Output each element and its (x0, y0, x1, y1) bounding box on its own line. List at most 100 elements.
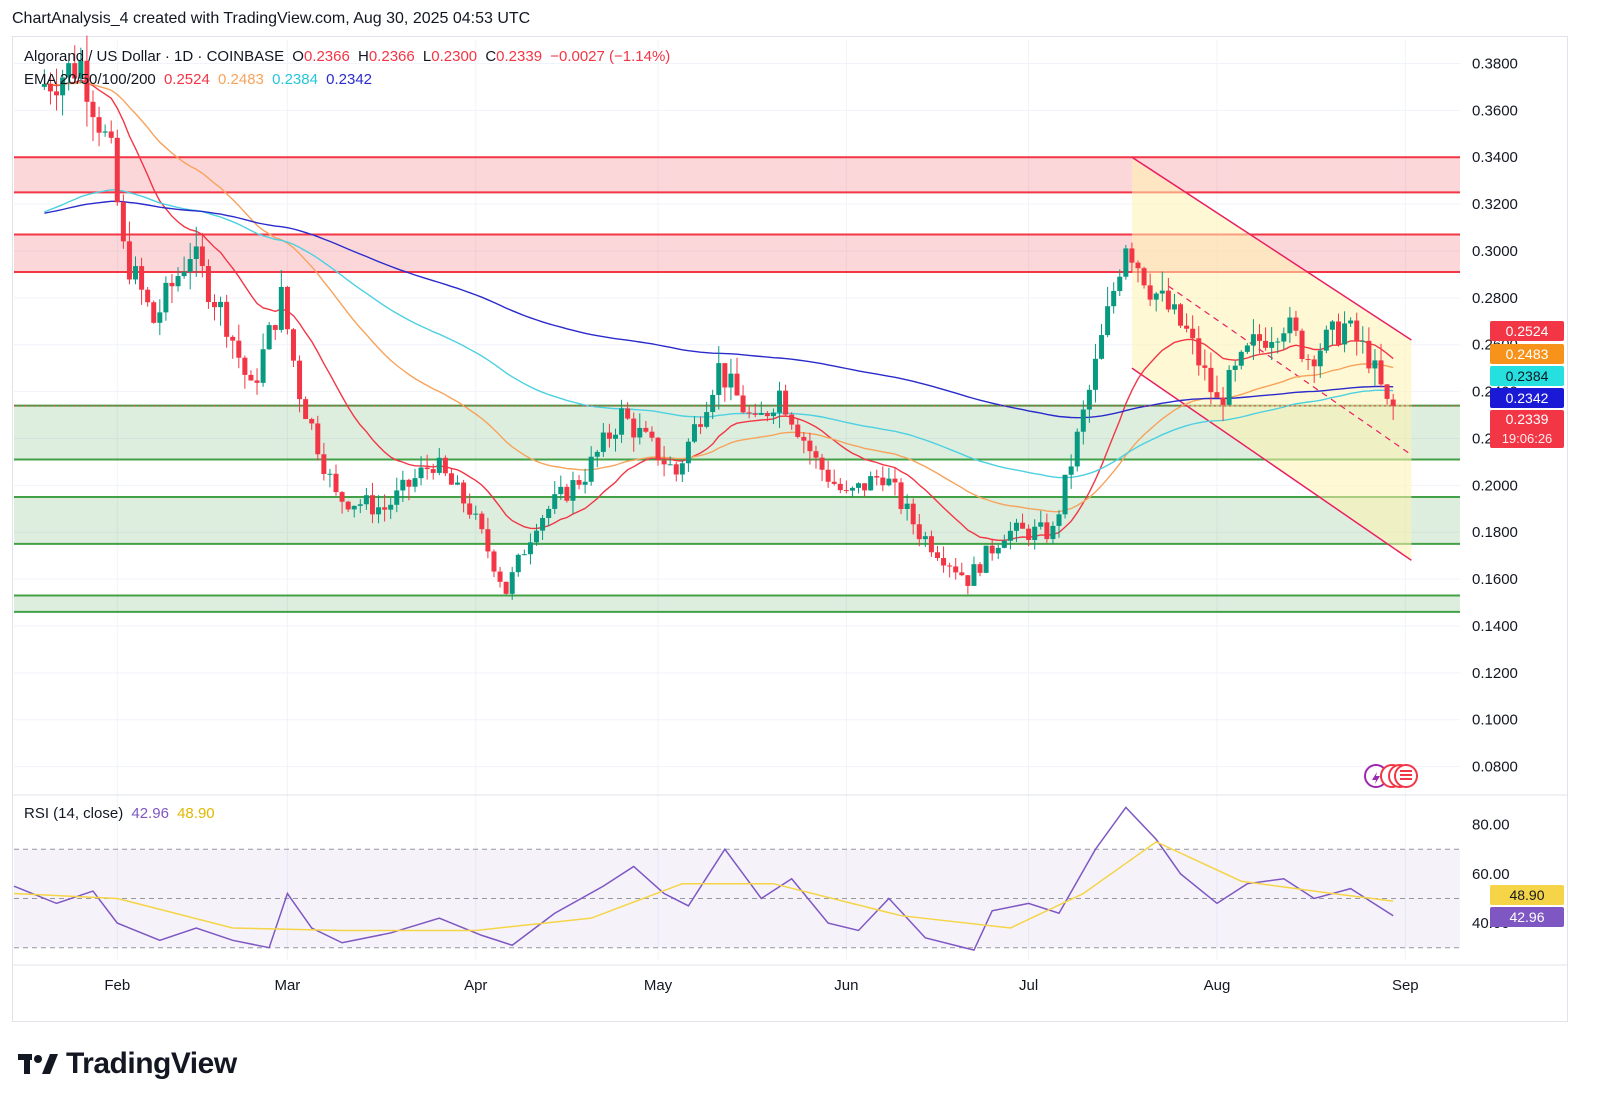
candle-body (934, 552, 940, 559)
candle-body (254, 380, 260, 383)
close-value: 0.2339 (496, 48, 543, 65)
candle-body (625, 408, 631, 419)
candle-body (1026, 528, 1032, 540)
ema-legend[interactable]: EMA 20/50/100/200 0.2524 0.2483 0.2384 0… (24, 71, 376, 88)
candle-body (770, 412, 776, 417)
time-tick-label: Jul (1019, 977, 1038, 994)
candle-body (661, 460, 667, 465)
candle-body (230, 336, 236, 341)
candle-body (734, 373, 740, 396)
candle-body (394, 490, 400, 505)
price-tick-label: 0.3600 (1472, 102, 1518, 119)
candle-body (290, 329, 296, 361)
candle-body (558, 486, 564, 495)
candle-body (1105, 306, 1111, 336)
candle-body (612, 434, 618, 439)
candle-body (953, 566, 959, 573)
candle-body (187, 259, 193, 272)
price-tick-label: 0.3800 (1472, 55, 1518, 72)
candle-body (1220, 397, 1226, 405)
candle-body (1214, 392, 1220, 398)
candle-body (928, 536, 934, 553)
candle-body (351, 505, 357, 510)
candle-body (1293, 317, 1299, 331)
ema-label: EMA 20/50/100/200 (24, 71, 156, 88)
candle-body (1159, 290, 1165, 294)
channel-mid-line (1168, 285, 1412, 456)
rsi-legend[interactable]: RSI (14, close) 42.96 48.90 (24, 805, 219, 822)
rsi-badge: 42.96 (1490, 907, 1564, 927)
candle-body (783, 390, 789, 415)
economic-events-icon[interactable] (1362, 762, 1420, 790)
candle-body (831, 481, 837, 484)
candle-body (746, 412, 752, 414)
rsi-ma-value: 48.90 (177, 805, 215, 822)
candle-body (673, 464, 679, 475)
ema50-value: 0.2483 (218, 71, 264, 88)
candle-body (995, 547, 1001, 554)
ema200-value: 0.2342 (326, 71, 373, 88)
candle-body (461, 482, 467, 504)
candle-body (151, 302, 157, 323)
tradingview-logo-icon (18, 1054, 58, 1074)
candle-body (698, 424, 704, 427)
candle-body (497, 571, 503, 582)
ema100-value: 0.2384 (272, 71, 318, 88)
low-value: 0.2300 (431, 48, 478, 65)
candle-body (1044, 522, 1050, 540)
chart-frame (12, 36, 1568, 1022)
candle-body (436, 457, 442, 473)
price-tick-label: 0.1200 (1472, 665, 1518, 682)
candle-body (752, 413, 758, 415)
symbol-name[interactable]: Algorand / US Dollar · 1D · COINBASE (24, 48, 285, 65)
candle-body (582, 481, 588, 485)
candle-body (224, 301, 230, 337)
candle-body (47, 83, 53, 92)
tradingview-logo[interactable]: TradingView (18, 1047, 237, 1081)
candle-body (54, 91, 60, 96)
candle-body (710, 394, 716, 413)
author-line: ChartAnalysis_4 created with TradingView… (12, 10, 531, 27)
candle-body (1366, 340, 1372, 369)
candle-body (114, 137, 120, 203)
candle-body (540, 518, 546, 531)
candle-body (175, 276, 181, 287)
candle-body (1050, 525, 1056, 540)
candle-body (1244, 345, 1250, 352)
candle-body (910, 503, 916, 525)
candle-body (479, 513, 485, 530)
candle-body (284, 286, 290, 330)
candle-body (376, 507, 382, 515)
candle-body (412, 478, 418, 487)
candle-body (1092, 358, 1098, 390)
candle-body (1117, 276, 1123, 292)
candle-body (41, 83, 47, 87)
candle-body (84, 60, 90, 102)
candle-body (430, 469, 436, 473)
candle-body (66, 63, 72, 78)
open-value: 0.2366 (303, 48, 350, 65)
candle-body (1360, 340, 1366, 342)
rsi-ma-badge: 48.90 (1490, 885, 1564, 905)
candle-body (862, 483, 868, 491)
candle-body (448, 473, 454, 485)
candle-body (546, 508, 552, 519)
price-tick-label: 0.3200 (1472, 196, 1518, 213)
candle-body (60, 77, 66, 96)
candle-body (1263, 340, 1269, 348)
candle-body (1068, 466, 1074, 475)
support-zone (14, 595, 1460, 612)
candle-body (236, 340, 242, 358)
candle-body (199, 246, 205, 266)
candle-body (1020, 522, 1026, 529)
candle-body (1129, 248, 1135, 263)
candle-body (400, 479, 406, 491)
tradingview-brand: TradingView (66, 1047, 237, 1080)
candle-body (764, 413, 770, 417)
candle-body (667, 464, 673, 466)
candle-body (1323, 329, 1329, 351)
candle-body (1202, 365, 1208, 368)
candle-body (685, 441, 691, 464)
